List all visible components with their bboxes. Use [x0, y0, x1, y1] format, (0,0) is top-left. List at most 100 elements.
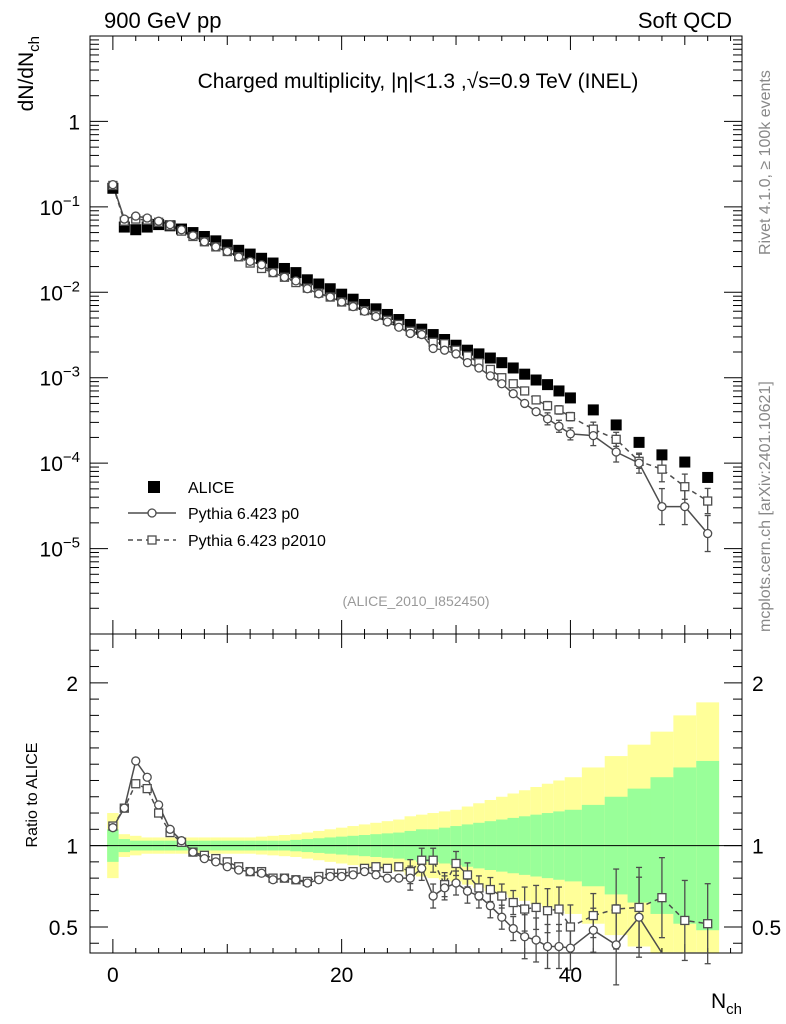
p0-ratio-point	[508, 923, 518, 934]
p0-point	[371, 311, 381, 322]
p0-point	[256, 260, 267, 270]
alice-point	[496, 357, 508, 369]
p0-point	[165, 219, 175, 230]
y-tick-label: 1	[68, 111, 80, 134]
legend-label: Pythia 6.423 p2010	[188, 533, 326, 550]
p0-ratio-point	[336, 871, 347, 882]
p0-point	[417, 329, 427, 340]
p0-point	[268, 267, 278, 278]
p2010-ratio-point	[680, 915, 690, 926]
alice-point	[233, 244, 245, 256]
p0-point	[588, 430, 598, 441]
p2010-ratio-point	[428, 855, 438, 865]
p0-point	[291, 276, 301, 286]
p0-ratio-point	[222, 862, 232, 872]
alice-point	[130, 224, 142, 236]
p0-point	[302, 284, 312, 294]
ratio-uncertainty-bands	[107, 702, 720, 953]
y-axis-label: dN/dNch	[15, 36, 43, 111]
ratio-tick-label-left: 0.5	[49, 917, 78, 940]
p0-ratio-point	[153, 800, 164, 810]
p2010-point	[680, 482, 690, 492]
p2010-ratio-point	[153, 808, 164, 818]
p0-ratio-point	[451, 878, 461, 888]
p0-ratio-point	[542, 941, 553, 952]
p0-ratio-point	[142, 772, 152, 782]
p2010-ratio-point	[462, 870, 473, 880]
alice-point	[244, 248, 256, 260]
p2010-ratio-point	[451, 858, 461, 869]
p0-ratio-point	[314, 875, 324, 885]
p2010-ratio-point	[565, 922, 576, 932]
p0-ratio-point	[474, 891, 484, 901]
alice-point	[484, 352, 496, 364]
ratio-tick-label-right: 2	[752, 673, 764, 696]
p2010-ratio-point	[611, 904, 621, 914]
p0-point	[336, 297, 347, 307]
alice-point	[679, 456, 691, 468]
p2010-ratio-point	[508, 897, 518, 908]
p0-point	[405, 328, 415, 339]
alice-point	[210, 235, 222, 247]
p0-ratio-point	[234, 865, 244, 875]
alice-point	[221, 239, 233, 251]
alice-point	[656, 449, 668, 461]
p2010-point	[520, 386, 530, 396]
alice-point	[313, 278, 325, 290]
p2010-ratio-point	[394, 862, 404, 872]
alice-point	[427, 329, 439, 341]
legend-p0-marker	[147, 508, 157, 518]
p2010-point	[554, 405, 564, 415]
p0-point	[222, 246, 232, 257]
p0-ratio-point	[165, 824, 175, 834]
p2010-ratio-point	[417, 855, 427, 865]
alice-point	[267, 257, 279, 269]
p0-point	[611, 447, 621, 457]
p0-point	[474, 363, 484, 373]
p0-ratio-point	[256, 868, 267, 878]
alice-point	[553, 385, 565, 397]
alice-point	[301, 274, 313, 286]
chart-title: Charged multiplicity, |η|<1.3 ,√s=0.9 Te…	[198, 70, 639, 93]
p0-point	[439, 345, 450, 355]
plot-frames	[89, 35, 743, 954]
alice-point	[141, 221, 153, 233]
x-axis-label: Nch	[711, 990, 742, 1018]
p0-point	[211, 242, 221, 252]
p0-point	[508, 389, 518, 399]
p0-ratio-point	[417, 863, 427, 874]
p2010-ratio-point	[588, 910, 598, 921]
alice-point	[198, 230, 210, 242]
p0-point	[153, 216, 164, 226]
header-right-label: Soft QCD	[637, 8, 732, 33]
p2010-ratio-point	[657, 893, 667, 903]
x-tick-label: 40	[559, 964, 582, 987]
alice-point	[278, 262, 290, 274]
alice-point	[633, 436, 645, 448]
p2010-ratio-point	[371, 862, 381, 872]
p0-point	[657, 501, 667, 512]
p0-ratio-point	[634, 912, 644, 922]
header-left-label: 900 GeV pp	[104, 8, 222, 33]
alice-point	[702, 471, 714, 483]
p0-ratio-point	[588, 925, 598, 935]
p2010-ratio-point	[474, 883, 484, 893]
alice-point	[519, 368, 531, 380]
alice-point	[381, 308, 393, 320]
ratio-tick-label-right: 0.5	[752, 917, 781, 940]
p2010-ratio-point	[554, 904, 564, 914]
alice-point	[370, 303, 382, 315]
alice-point	[324, 283, 336, 295]
p0-point	[462, 358, 473, 368]
p0-ratio-point	[325, 871, 335, 882]
alice-point	[610, 419, 622, 431]
ratio-tick-label-left: 1	[66, 836, 78, 859]
legend-label: Pythia 6.423 p0	[188, 506, 299, 523]
legend: ALICE Pythia 6.423 p0 Pythia 6.423 p2010	[128, 480, 326, 550]
p0-point	[314, 289, 324, 299]
p0-point	[542, 414, 553, 424]
p2010-ratio-point	[497, 891, 507, 901]
p0-point	[142, 213, 152, 223]
p0-point	[497, 379, 507, 389]
alice-point	[450, 339, 462, 351]
